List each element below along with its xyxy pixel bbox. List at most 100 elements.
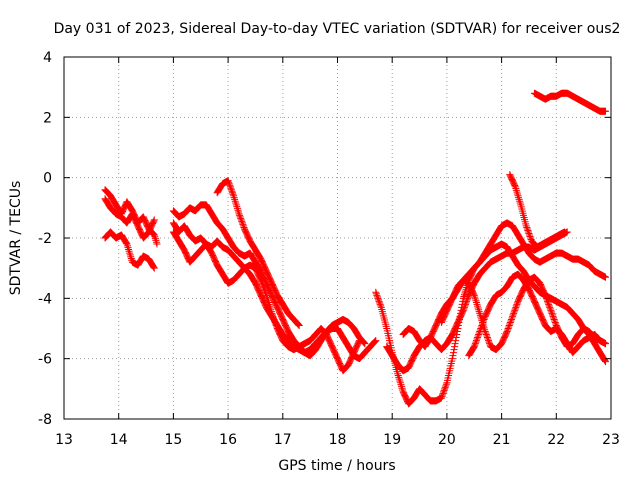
series-track-l [465,270,610,360]
data-point [127,205,135,213]
data-point [230,194,238,202]
data-point [370,338,378,346]
data-point [442,380,450,388]
data-point [227,184,235,192]
data-point [459,306,467,314]
data-point [469,344,477,352]
data-point [441,385,449,393]
data-point [476,328,484,336]
data-point [525,231,533,239]
data-point [355,338,363,346]
data-point [461,287,469,295]
data-point [525,229,533,237]
data-point [397,382,405,390]
data-point [476,326,484,334]
data-point [239,222,247,230]
data-point [470,291,478,299]
data-point [504,325,512,332]
data-point [179,244,187,252]
data-point [122,238,130,246]
data-point [440,388,448,396]
data-point [257,276,265,284]
data-point [474,332,482,340]
data-point [261,287,269,295]
data-point [471,293,479,301]
data-point [396,377,404,385]
data-point [425,335,433,343]
data-point [480,317,488,325]
data-point [237,214,245,222]
data-point [126,251,134,259]
data-point [144,229,152,237]
data-point [295,321,303,329]
data-point [450,346,458,354]
data-point [263,293,271,301]
data-point [269,312,277,320]
data-point [511,305,519,313]
data-point [438,392,446,400]
x-tick-label: 16 [219,432,237,448]
x-tick-label: 17 [274,432,292,448]
data-point [373,291,381,299]
data-point [150,216,158,224]
series-track-b [101,195,158,242]
data-point [238,217,246,225]
data-point [486,340,494,348]
series-track-m [506,171,569,251]
data-point [149,262,157,270]
data-point [125,247,133,255]
data-point [484,335,492,343]
data-point [545,300,553,308]
x-tick-label: 23 [602,432,620,448]
data-point [600,356,608,364]
data-point [602,273,610,281]
data-point [263,295,271,303]
data-point [503,328,511,336]
data-point [551,317,559,325]
data-point [516,197,524,205]
data-point [542,293,550,301]
data-point [260,285,268,293]
data-point [258,279,266,287]
data-point [322,330,330,338]
data-point [513,188,521,196]
data-point [544,299,552,307]
data-point [512,186,520,194]
data-point [515,194,523,202]
data-point [268,309,276,317]
data-point [437,394,445,402]
data-point [460,303,468,311]
series-track-f [169,228,363,375]
data-point [513,300,521,308]
data-point [395,373,403,381]
data-point [439,389,447,397]
data-point [231,195,239,203]
grid-lines [64,57,611,419]
data-point [224,177,232,185]
data-point [257,278,265,286]
data-point [375,296,383,304]
data-point [294,320,302,328]
data-point [267,308,275,316]
data-point [237,216,245,224]
data-point [376,299,384,307]
x-tick-label: 14 [110,432,128,448]
data-point [482,329,490,337]
data-point [542,294,550,302]
data-point [235,210,243,218]
data-point [549,312,557,320]
y-axis-label: SDTVAR / TECUs [8,181,24,296]
data-point [497,340,505,348]
data-point [266,304,274,312]
data-point [463,296,471,304]
data-point [504,326,512,334]
data-point [236,211,244,219]
data-point [360,338,368,346]
data-point [150,264,158,272]
data-point [472,297,480,305]
data-point [394,372,402,380]
data-point [227,186,235,194]
data-point [546,305,554,313]
x-tick-label: 18 [329,432,347,448]
data-point [262,290,270,298]
